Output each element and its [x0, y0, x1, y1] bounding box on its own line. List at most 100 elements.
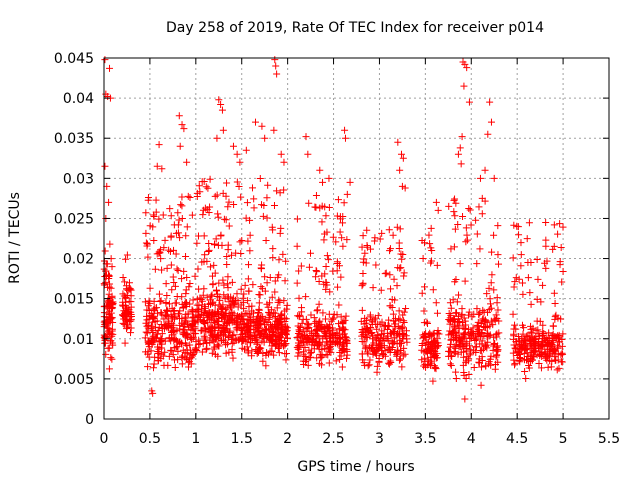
data-point: [315, 339, 323, 347]
data-point: [107, 315, 115, 323]
data-point: [329, 233, 337, 241]
data-point: [307, 249, 315, 257]
data-point: [548, 342, 556, 350]
data-point: [418, 289, 426, 297]
data-point: [238, 311, 246, 319]
data-point: [169, 328, 177, 336]
data-point: [520, 324, 528, 332]
data-point: [295, 267, 303, 275]
data-point: [460, 348, 468, 356]
data-point: [524, 258, 532, 266]
data-point: [194, 232, 202, 240]
data-point: [551, 300, 559, 308]
data-point: [203, 344, 211, 352]
data-point: [294, 352, 302, 360]
data-point: [509, 310, 517, 318]
data-point: [274, 324, 282, 332]
data-point: [463, 64, 471, 72]
data-point: [158, 330, 166, 338]
data-point: [377, 286, 385, 294]
data-point: [419, 255, 427, 263]
data-point: [245, 303, 253, 311]
data-point: [325, 174, 333, 182]
data-point: [214, 213, 222, 221]
data-point: [533, 255, 541, 263]
data-point: [266, 299, 274, 307]
data-point: [386, 357, 394, 365]
data-point: [312, 267, 320, 275]
data-point: [244, 275, 252, 283]
data-point: [240, 345, 248, 353]
data-point: [400, 308, 408, 316]
data-point: [239, 337, 247, 345]
data-point: [431, 363, 439, 371]
data-point: [261, 273, 269, 281]
data-point: [256, 345, 264, 353]
data-point: [247, 313, 255, 321]
data-point: [242, 146, 250, 154]
data-point: [261, 134, 269, 142]
data-point: [109, 318, 117, 326]
data-point: [396, 225, 404, 233]
data-point: [452, 375, 460, 383]
data-point: [224, 241, 232, 249]
data-point: [121, 298, 129, 306]
data-point: [273, 304, 281, 312]
data-point: [365, 343, 373, 351]
data-point: [143, 306, 151, 314]
data-point: [226, 303, 234, 311]
x-tick-label: 3: [375, 431, 384, 447]
data-point: [118, 301, 126, 309]
data-point: [277, 224, 285, 232]
x-tick-label: 2: [283, 431, 292, 447]
data-point: [107, 354, 115, 362]
data-point: [450, 196, 458, 204]
data-point: [486, 355, 494, 363]
data-point: [513, 222, 521, 230]
data-point: [159, 211, 167, 219]
data-point: [311, 203, 319, 211]
data-point: [399, 154, 407, 162]
data-point: [424, 349, 432, 357]
data-point: [475, 358, 483, 366]
data-point: [145, 340, 153, 348]
data-point: [160, 321, 168, 329]
data-point: [515, 231, 523, 239]
data-point: [473, 305, 481, 313]
data-point: [322, 332, 330, 340]
data-point: [206, 263, 214, 271]
data-point: [142, 328, 150, 336]
data-point: [346, 178, 354, 186]
data-point: [233, 150, 241, 158]
data-point: [472, 348, 480, 356]
data-point: [279, 250, 287, 258]
data-point: [161, 337, 169, 345]
data-point: [451, 225, 459, 233]
data-point: [239, 316, 247, 324]
data-point: [341, 126, 349, 134]
data-point: [336, 228, 344, 236]
data-point: [175, 112, 183, 120]
data-point: [400, 272, 408, 280]
data-point: [277, 323, 285, 331]
data-point: [177, 339, 185, 347]
data-point: [396, 166, 404, 174]
data-point: [484, 130, 492, 138]
data-point: [299, 357, 307, 365]
data-point: [556, 258, 564, 266]
data-point: [396, 325, 404, 333]
data-point: [558, 342, 566, 350]
data-point: [459, 212, 467, 220]
data-point: [542, 264, 550, 272]
data-point: [257, 313, 265, 321]
data-point: [252, 335, 260, 343]
data-point: [339, 219, 347, 227]
data-point: [363, 325, 371, 333]
data-point: [363, 333, 371, 341]
data-point: [535, 360, 543, 368]
data-point: [365, 361, 373, 369]
data-point: [379, 351, 387, 359]
data-point: [180, 267, 188, 275]
data-point: [142, 229, 150, 237]
data-point: [197, 327, 205, 335]
